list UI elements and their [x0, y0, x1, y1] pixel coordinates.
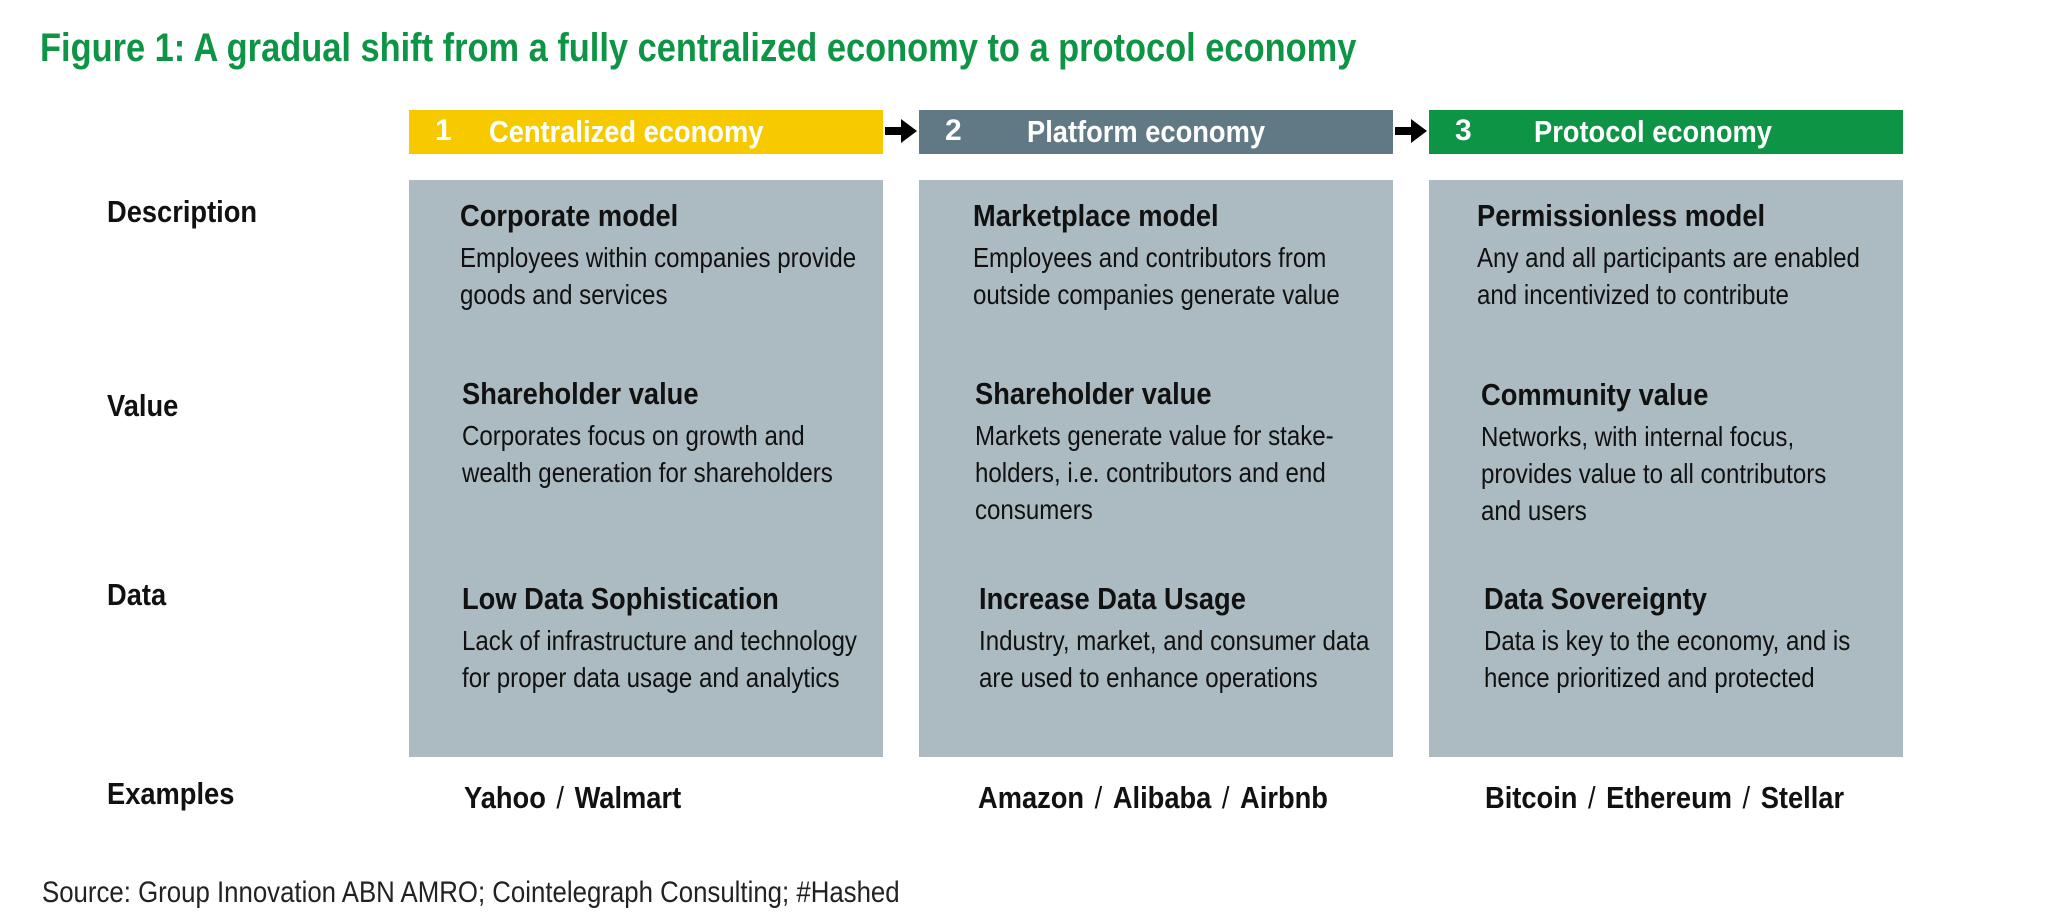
cell-value-platform: Shareholder value Markets generate value… — [975, 374, 1392, 528]
example-company: Walmart — [574, 780, 682, 815]
panel-centralized — [409, 180, 883, 757]
arrow-right-icon — [1395, 119, 1427, 143]
example-company: Yahoo — [464, 780, 546, 815]
cell-description-platform: Marketplace model Employees and contribu… — [973, 196, 1400, 313]
cell-data-protocol: Data Sovereignty Data is key to the econ… — [1484, 579, 1910, 696]
cell-heading: Shareholder value — [975, 376, 1212, 411]
example-company: Amazon — [978, 780, 1085, 815]
cell-text-line: Networks, with internal focus, — [1481, 421, 1795, 452]
cell-heading: Community value — [1481, 377, 1709, 412]
stage-label: Protocol economy — [1534, 114, 1772, 149]
cell-data-platform: Increase Data Usage Industry, market, an… — [979, 579, 1433, 696]
cell-description-protocol: Permissionless model Any and all partici… — [1477, 196, 1922, 313]
cell-heading: Shareholder value — [462, 376, 699, 411]
cell-text-line: Lack of infrastructure and technology — [462, 625, 857, 656]
row-label-value: Value — [107, 388, 179, 423]
cell-text-line: Employees and contributors from — [973, 242, 1327, 273]
cell-text-line: Industry, market, and consumer data — [979, 625, 1370, 656]
cell-value-protocol: Community value Networks, with internal … — [1481, 375, 1883, 529]
example-company: Airbnb — [1240, 780, 1328, 815]
cell-text-line: Any and all participants are enabled — [1477, 242, 1860, 273]
cell-text-line: Corporates focus on growth and — [462, 420, 805, 451]
example-separator: / — [1742, 780, 1751, 815]
figure-title: Figure 1: A gradual shift from a fully c… — [40, 26, 1357, 70]
source-note: Source: Group Innovation ABN AMRO; Coint… — [42, 876, 900, 909]
example-company: Bitcoin — [1485, 780, 1578, 815]
panel-protocol — [1429, 180, 1903, 757]
stage-number: 2 — [945, 114, 962, 147]
row-label-examples: Examples — [107, 776, 235, 811]
cell-heading: Permissionless model — [1477, 198, 1766, 233]
stage-header-platform: 2 Platform economy — [919, 110, 1393, 154]
example-separator: / — [1094, 780, 1103, 815]
example-company: Stellar — [1760, 780, 1845, 815]
cell-heading: Data Sovereignty — [1484, 581, 1707, 616]
row-label-data: Data — [107, 577, 167, 612]
example-separator: / — [1221, 780, 1230, 815]
stage-label: Centralized economy — [489, 114, 764, 149]
cell-text-line: Markets generate value for stake- — [975, 420, 1334, 451]
cell-text-line: Employees within companies provide — [460, 242, 857, 273]
example-separator: / — [1588, 780, 1596, 815]
cell-text-line: are used to enhance operations — [979, 662, 1318, 693]
stage-header-protocol: 3 Protocol economy — [1429, 110, 1903, 154]
cell-heading: Increase Data Usage — [979, 581, 1246, 616]
cell-text-line: provides value to all contributors — [1481, 458, 1827, 489]
cell-value-centralized: Shareholder value Corporates focus on gr… — [462, 374, 893, 491]
cell-text-line: goods and services — [460, 279, 668, 310]
stage-number: 1 — [435, 114, 452, 147]
examples-centralized: Yahoo / Walmart — [464, 780, 681, 816]
stage-number: 3 — [1455, 114, 1472, 147]
example-company: Ethereum — [1606, 780, 1732, 815]
cell-text-line: Data is key to the economy, and is — [1484, 625, 1851, 656]
cell-data-centralized: Low Data Sophistication Lack of infrastr… — [462, 579, 921, 696]
cell-text-line: and users — [1481, 495, 1587, 526]
cell-heading: Low Data Sophistication — [462, 581, 779, 616]
cell-heading: Corporate model — [460, 198, 679, 233]
examples-protocol: Bitcoin / Ethereum / Stellar — [1485, 780, 1844, 816]
cell-text-line: for proper data usage and analytics — [462, 662, 840, 693]
stage-label: Platform economy — [1027, 114, 1265, 149]
example-company: Alibaba — [1112, 780, 1212, 815]
stage-header-centralized: 1 Centralized economy — [409, 110, 883, 154]
cell-text-line: holders, i.e. contributors and end — [975, 457, 1326, 488]
cell-text-line: consumers — [975, 494, 1093, 525]
examples-platform: Amazon / Alibaba / Airbnb — [978, 780, 1328, 816]
panel-platform — [919, 180, 1393, 757]
cell-text-line: and incentivized to contribute — [1477, 279, 1789, 310]
arrow-right-icon — [885, 119, 917, 143]
cell-description-centralized: Corporate model Employees within compani… — [460, 196, 921, 313]
cell-heading: Marketplace model — [973, 198, 1219, 233]
cell-text-line: wealth generation for shareholders — [462, 457, 833, 488]
cell-text-line: outside companies generate value — [973, 279, 1340, 310]
example-separator: / — [556, 780, 565, 815]
row-label-description: Description — [107, 194, 258, 229]
cell-text-line: hence prioritized and protected — [1484, 662, 1815, 693]
